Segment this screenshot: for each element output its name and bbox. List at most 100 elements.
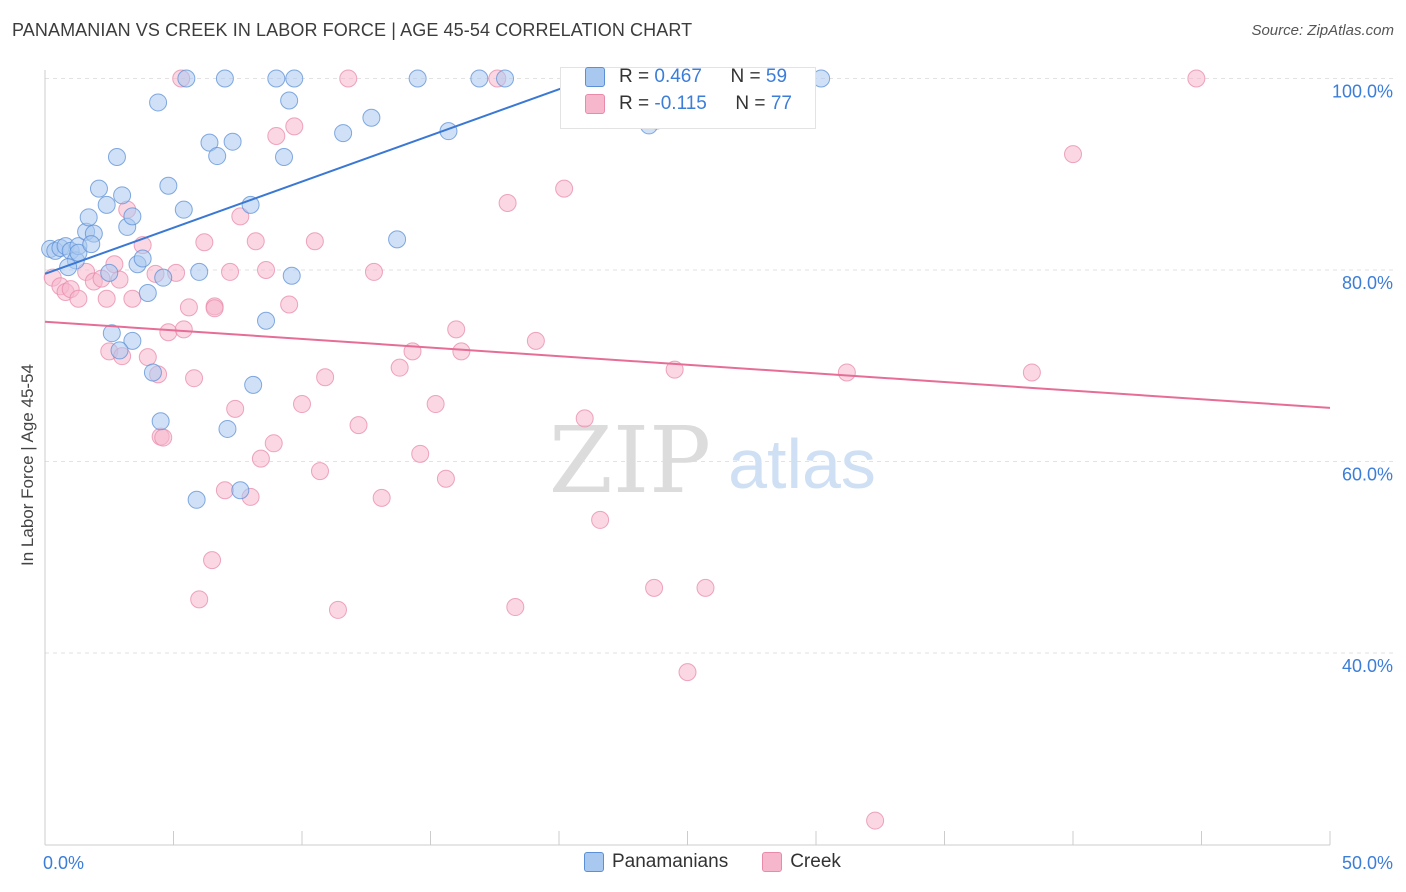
creek-r-value: -0.115 bbox=[654, 93, 707, 114]
watermark-zip: ZIP bbox=[549, 407, 711, 514]
creek-point bbox=[339, 69, 358, 88]
creek-point bbox=[837, 363, 856, 382]
creek-point bbox=[310, 462, 329, 481]
panamanian-point bbox=[82, 235, 101, 254]
creek-point bbox=[267, 126, 286, 145]
panamanian-point bbox=[149, 93, 168, 112]
panamanian-point bbox=[282, 266, 301, 285]
creek-point bbox=[645, 578, 664, 597]
panamanian-point bbox=[362, 108, 381, 127]
legend-item-panamanians[interactable]: Panamanians bbox=[584, 851, 728, 873]
panamanian-point bbox=[334, 124, 353, 143]
creek-point bbox=[364, 262, 383, 281]
panamanian-point bbox=[123, 331, 142, 350]
legend-item-creek[interactable]: Creek bbox=[762, 851, 841, 873]
panamanian-point bbox=[174, 200, 193, 219]
creek-point bbox=[257, 261, 276, 279]
source-label: Source: ZipAtlas.com bbox=[1251, 22, 1394, 39]
creek-legend-swatch bbox=[762, 852, 783, 872]
creek-point bbox=[205, 299, 224, 318]
creek-point bbox=[1064, 145, 1082, 164]
trend-lines bbox=[44, 69, 1331, 409]
panamanian-point bbox=[267, 69, 286, 88]
panamanian-point bbox=[102, 324, 121, 343]
creek-point bbox=[174, 320, 193, 339]
creek-point bbox=[349, 416, 368, 435]
panamanian-point bbox=[113, 186, 132, 205]
creek-point bbox=[696, 578, 715, 597]
creek-swatch bbox=[585, 94, 605, 114]
panamanian-point bbox=[223, 132, 242, 151]
n-label: N = bbox=[730, 66, 761, 87]
creek-point bbox=[390, 358, 409, 377]
tick-labels: 40.0% 60.0% 80.0% 100.0% 0.0% 50.0% bbox=[43, 82, 1393, 874]
creek-point bbox=[678, 663, 697, 682]
creek-point bbox=[436, 469, 455, 488]
axes bbox=[44, 70, 1331, 846]
creek-point bbox=[316, 368, 335, 387]
creek-point bbox=[97, 289, 116, 308]
panamanian-point bbox=[408, 69, 427, 88]
creek-point bbox=[426, 395, 445, 414]
creek-point bbox=[447, 320, 466, 339]
creek-point bbox=[231, 207, 250, 226]
creek-point bbox=[138, 348, 157, 367]
creek-point bbox=[452, 342, 471, 361]
chart-title: PANAMANIAN VS CREEK IN LABOR FORCE | AGE… bbox=[12, 20, 693, 40]
y-axis-label: In Labor Force | Age 45-54 bbox=[18, 364, 37, 566]
panamanian-point bbox=[190, 262, 209, 281]
creek-point bbox=[159, 323, 178, 342]
panamanian-trend-line bbox=[44, 69, 611, 275]
creek-points bbox=[43, 69, 1206, 830]
legend-label-creek: Creek bbox=[790, 851, 841, 872]
creek-point bbox=[251, 449, 270, 468]
panamanians-r-value: 0.467 bbox=[654, 66, 702, 87]
creek-point bbox=[1022, 363, 1041, 382]
panamanian-point bbox=[244, 375, 263, 394]
panamanian-point bbox=[110, 341, 129, 360]
panamanian-point bbox=[123, 207, 142, 226]
panamanians-swatch bbox=[585, 67, 605, 87]
panamanian-point bbox=[143, 363, 162, 382]
panamanian-point bbox=[89, 179, 108, 198]
panamanian-point bbox=[257, 311, 276, 330]
creek-point bbox=[69, 289, 88, 308]
creek-point bbox=[246, 232, 265, 251]
grid-lines bbox=[45, 78, 1395, 654]
creek-point bbox=[526, 331, 545, 350]
creek-point bbox=[372, 488, 391, 507]
panamanian-point bbox=[231, 481, 250, 500]
panamanians-n-value: 59 bbox=[765, 66, 788, 87]
creek-point bbox=[154, 428, 173, 447]
creek-point bbox=[506, 598, 525, 617]
panamanian-point bbox=[200, 133, 219, 152]
creek-point bbox=[866, 811, 885, 830]
creek-point bbox=[411, 444, 430, 463]
r-label: R = bbox=[619, 93, 650, 114]
panamanian-point bbox=[154, 268, 173, 287]
bottom-legend: Panamanians Creek bbox=[584, 851, 863, 873]
creek-point bbox=[179, 298, 198, 317]
creek-point bbox=[328, 600, 347, 619]
creek-point bbox=[575, 409, 594, 428]
panamanian-point bbox=[218, 419, 237, 438]
panamanian-point bbox=[285, 69, 304, 88]
x-tick-label-max: 50.0% bbox=[1342, 853, 1393, 873]
panamanian-point bbox=[275, 148, 294, 167]
creek-trend-line bbox=[44, 320, 1331, 409]
legend-label-panamanians: Panamanians bbox=[612, 851, 729, 872]
y-tick-label: 60.0% bbox=[1342, 465, 1393, 485]
y-tick-label: 100.0% bbox=[1332, 82, 1393, 102]
creek-point bbox=[285, 117, 304, 136]
stats-legend: R = 0.467 N = 59 R = -0.115 N = 77 bbox=[560, 66, 816, 129]
panamanian-point bbox=[215, 69, 234, 88]
creek-point bbox=[305, 232, 324, 251]
creek-point bbox=[221, 262, 240, 281]
panamanian-points bbox=[41, 69, 831, 509]
panamanian-point bbox=[59, 258, 78, 277]
creek-point bbox=[190, 590, 209, 609]
panamanian-point bbox=[100, 263, 119, 282]
panamanian-point bbox=[107, 148, 126, 167]
panamanian-point bbox=[97, 195, 116, 214]
